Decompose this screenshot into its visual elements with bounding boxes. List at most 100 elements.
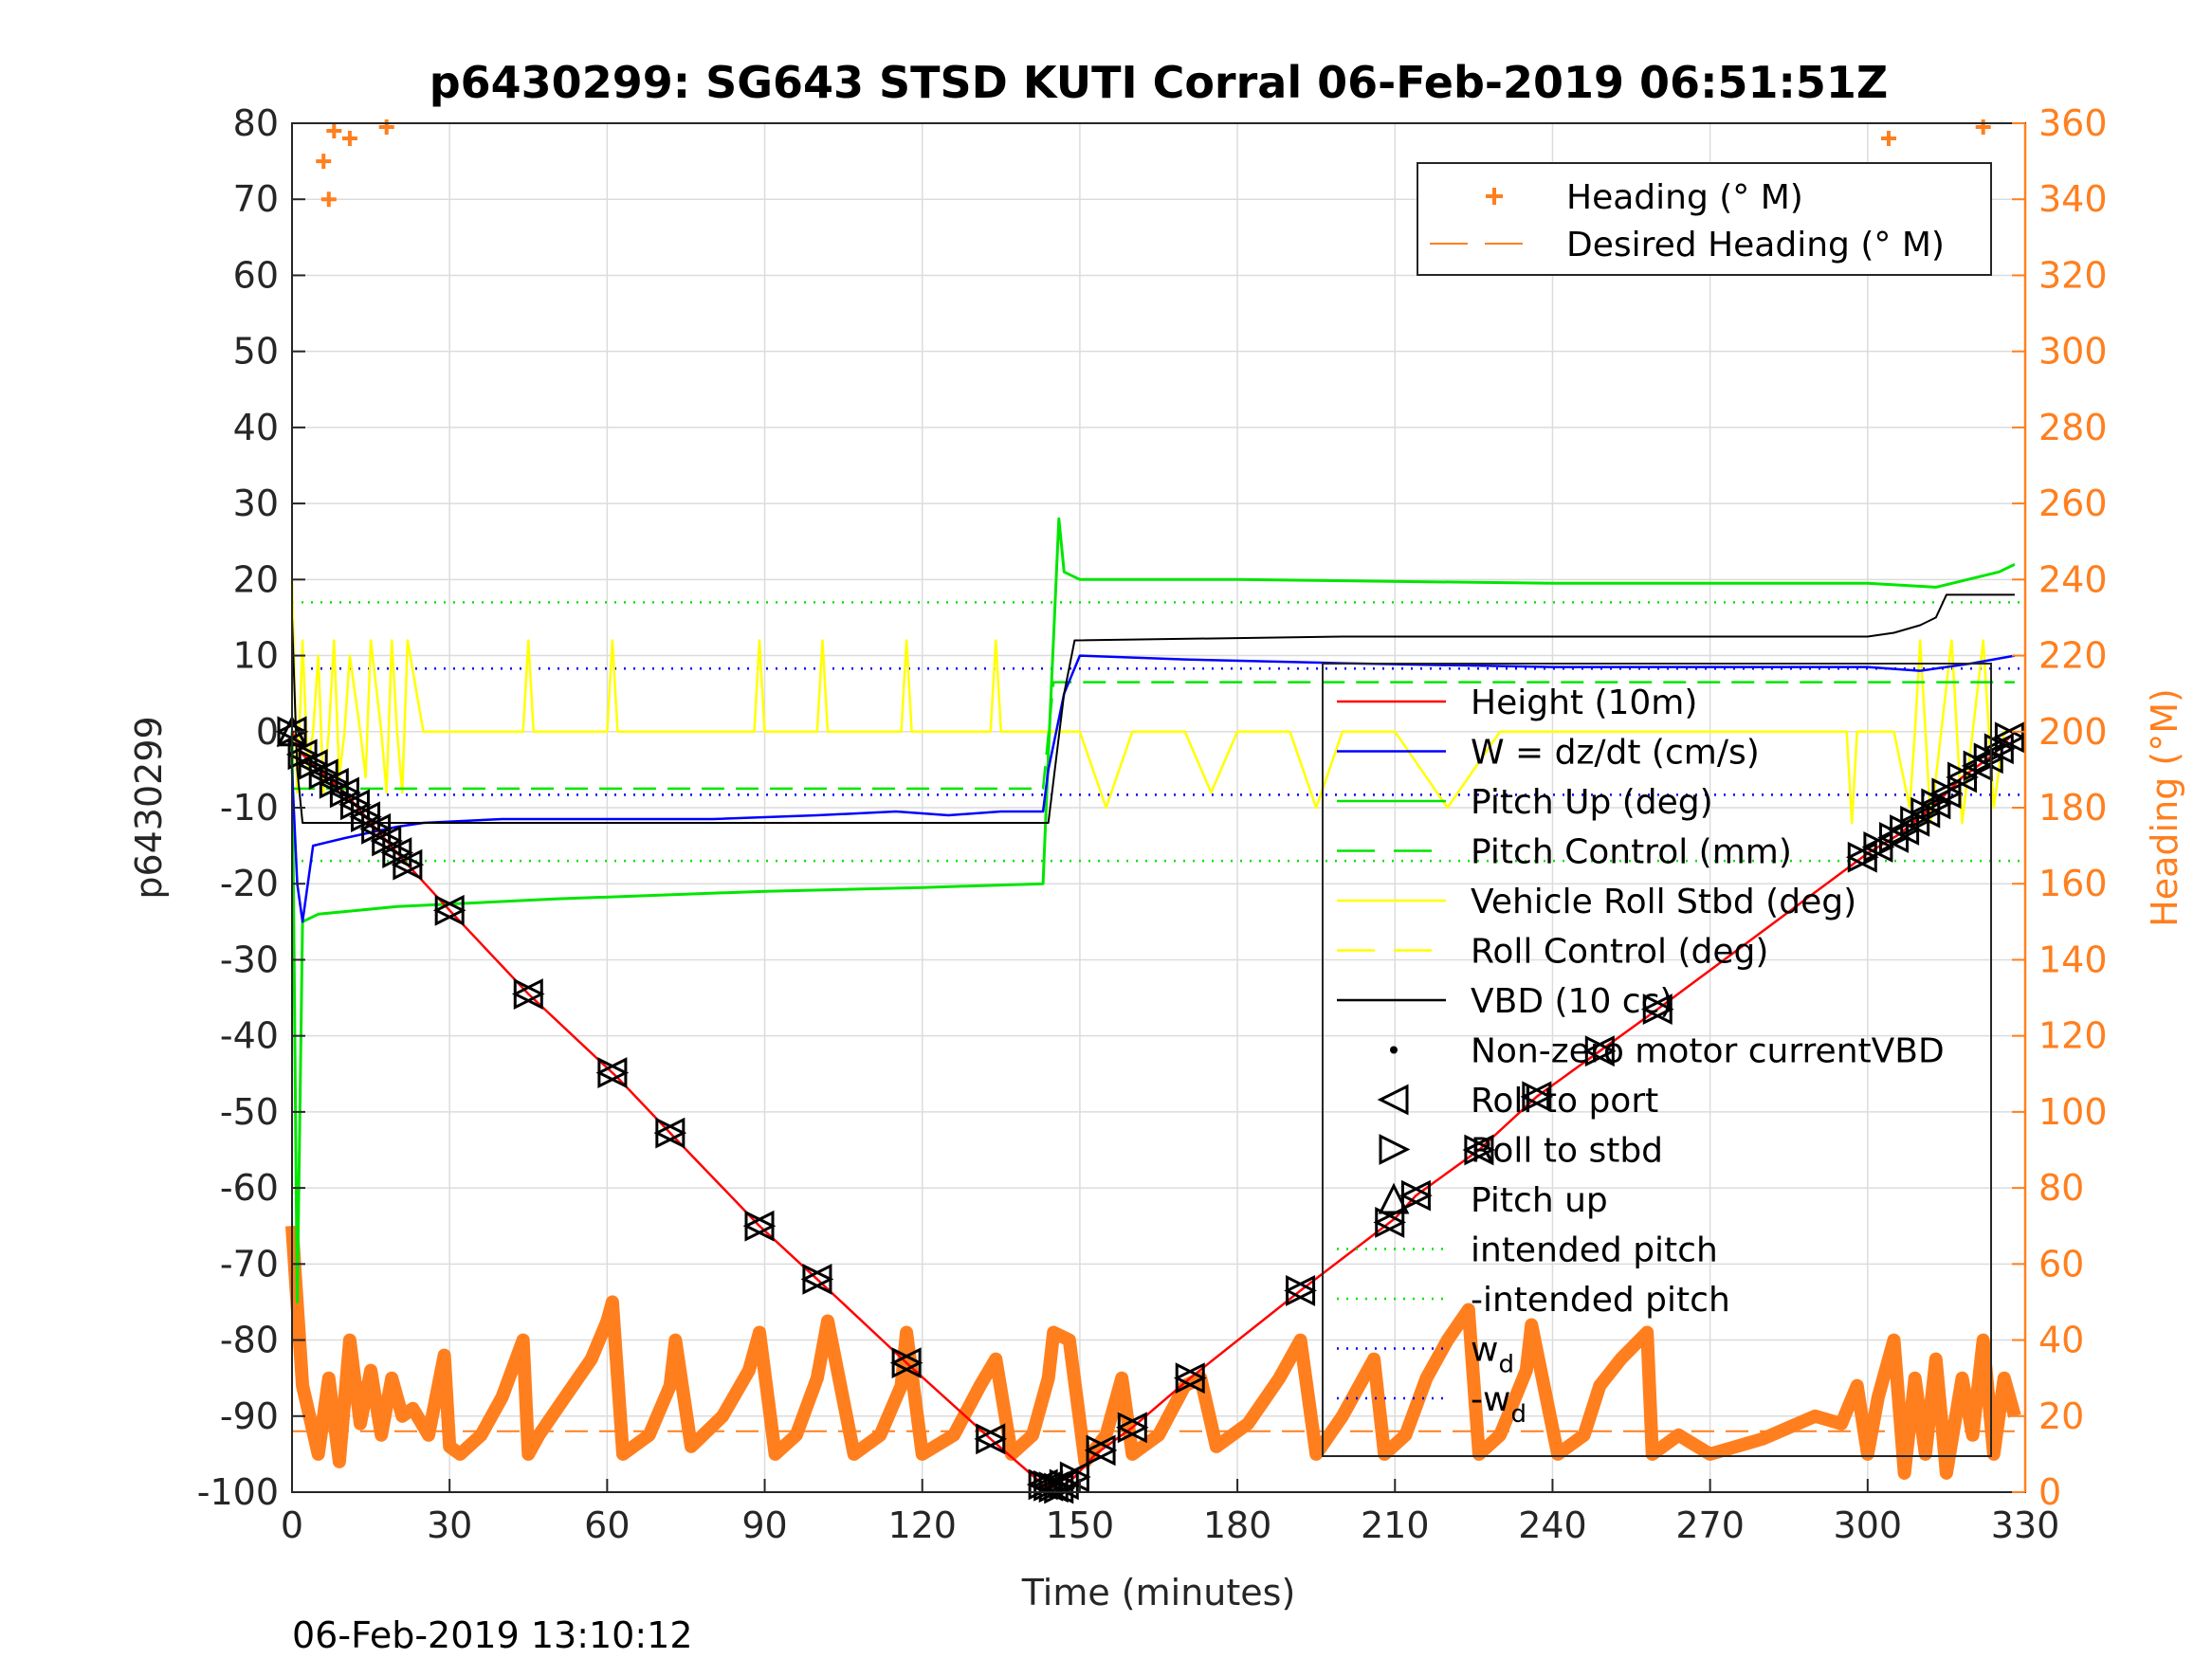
y-tick-label-right: 40 <box>2038 1320 2084 1361</box>
roll-to-stbd-marker <box>1584 1035 1617 1067</box>
y-tick-label-right: 260 <box>2038 483 2108 524</box>
legend-right-box <box>1417 162 1992 276</box>
y-tick-label-right: 120 <box>2038 1015 2108 1057</box>
y-tick-label-left: 0 <box>256 711 279 753</box>
x-tick-label: 150 <box>1046 1504 1115 1546</box>
y-tick-label-left: 80 <box>233 102 279 144</box>
roll-to-stbd-marker <box>298 749 330 780</box>
roll-to-stbd-marker <box>744 1210 777 1242</box>
y-tick-label-left: -90 <box>220 1395 279 1437</box>
legend-label: W = dz/dt (cm/s) <box>1471 734 1760 773</box>
legend-label: Pitch Up (deg) <box>1471 783 1713 822</box>
legend-right-axis: Heading (° M) Desired Heading (° M) <box>1417 162 1992 276</box>
x-axis-label: Time (minutes) <box>1021 1572 1296 1613</box>
roll-to-stbd-marker <box>393 848 425 881</box>
x-tick-label: 60 <box>584 1504 630 1546</box>
legend-symbol <box>1390 1046 1398 1054</box>
grid <box>291 122 2026 1493</box>
roll-to-stbd-marker <box>513 978 545 1010</box>
legend-label: Non-zero motor currentVBD <box>1471 1032 1945 1071</box>
y-tick-label-right: 340 <box>2038 178 2108 220</box>
y-tick-label-left: 30 <box>233 483 279 524</box>
roll-to-stbd-marker <box>372 825 404 857</box>
roll-to-stbd-marker <box>287 738 320 771</box>
roll-to-stbd-marker <box>361 812 393 845</box>
roll-to-stbd-marker <box>976 1423 1008 1455</box>
series-pitch-up <box>290 517 2016 1304</box>
roll-to-stbd-marker <box>1947 761 1979 793</box>
x-tick-label: 270 <box>1675 1504 1745 1546</box>
roll-to-stbd-marker <box>351 801 382 833</box>
series-heading <box>285 1225 2021 1480</box>
legend-label: -intended pitch <box>1471 1281 1730 1320</box>
legend-label: Height (10m) <box>1471 684 1697 722</box>
legend-label: Roll Control (deg) <box>1471 933 1768 972</box>
heading-point <box>316 154 332 170</box>
x-tick-label: 300 <box>1834 1504 1903 1546</box>
footer-timestamp: 06-Feb-2019 13:10:12 <box>292 1614 693 1656</box>
legend-heading-symbol <box>1486 188 1503 205</box>
chart-title: p6430299: SG643 STSD KUTI Corral 06-Feb-… <box>430 57 1889 108</box>
heading-point <box>1880 131 1896 147</box>
roll-to-stbd-marker <box>802 1263 834 1295</box>
x-tick-label: 180 <box>1203 1504 1272 1546</box>
roll-to-stbd-marker <box>1931 777 1964 810</box>
legend-heading-label: Heading (° M) <box>1566 178 1803 217</box>
legend-desired-heading-label: Desired Heading (° M) <box>1566 226 1945 264</box>
y-tick-label-left: 70 <box>233 178 279 220</box>
x-tick-label: 330 <box>1991 1504 2060 1546</box>
roll-to-stbd-marker <box>1642 994 1674 1026</box>
heading-point <box>378 119 394 136</box>
y-tick-label-right: 200 <box>2038 711 2108 753</box>
y-tick-label-right: 320 <box>2038 254 2108 296</box>
roll-to-stbd-marker <box>1994 721 2026 754</box>
y-tick-label-right: 220 <box>2038 635 2108 677</box>
roll-to-stbd-marker <box>1175 1362 1207 1395</box>
x-tick-label: 90 <box>741 1504 787 1546</box>
y-tick-label-right: 80 <box>2038 1167 2084 1209</box>
legend-label: VBD (10 cc) <box>1471 982 1673 1021</box>
y-tick-label-right: 100 <box>2038 1091 2108 1133</box>
y-tick-label-left: 10 <box>233 635 279 677</box>
y-axis-label-right: Heading (°M) <box>2144 688 2185 927</box>
roll-to-stbd-marker <box>329 776 361 809</box>
x-tick-label: 210 <box>1361 1504 1430 1546</box>
y-tick-label-left: 60 <box>233 254 279 296</box>
x-tick-label: 0 <box>281 1504 303 1546</box>
y-tick-label-right: 20 <box>2038 1395 2084 1437</box>
y-tick-label-right: 0 <box>2038 1471 2061 1513</box>
series-vbd <box>291 593 2015 824</box>
y-tick-label-right: 180 <box>2038 787 2108 829</box>
y-tick-label-right: 60 <box>2038 1243 2084 1285</box>
legend-label: Pitch up <box>1471 1181 1608 1220</box>
roll-to-stbd-marker <box>891 1347 923 1379</box>
legend-symbol <box>1377 1084 1409 1116</box>
heading-point <box>326 123 342 139</box>
roll-to-stbd-marker <box>655 1117 687 1149</box>
y-tick-label-left: -80 <box>220 1320 279 1361</box>
y-tick-label-left: -70 <box>220 1243 279 1285</box>
roll-to-stbd-marker <box>1286 1274 1317 1306</box>
heading-point <box>1975 119 1991 136</box>
legend-symbol <box>1378 1182 1410 1214</box>
roll-to-stbd-marker <box>1847 841 1879 873</box>
roll-to-stbd-marker <box>1983 733 2016 765</box>
y-tick-label-left: 20 <box>233 558 279 600</box>
roll-to-stbd-marker <box>1464 1134 1496 1166</box>
roll-to-stbd-marker <box>1863 831 1895 863</box>
y-tick-label-right: 140 <box>2038 939 2108 980</box>
x-tick-label: 240 <box>1518 1504 1587 1546</box>
x-tick-label: 120 <box>887 1504 957 1546</box>
roll-to-stbd-marker <box>1522 1081 1554 1113</box>
roll-to-stbd-marker <box>382 837 414 868</box>
y-tick-label-left: 40 <box>233 407 279 448</box>
y-tick-label-left: -10 <box>220 787 279 829</box>
axes: 0 30 60 90 120 150 180 210 240 270 300 330807060504… <box>197 102 2108 1546</box>
x-tick-label: 30 <box>427 1504 472 1546</box>
legend-main: Height (10m) W = dz/dt (cm/s) Pitch Up (de… <box>1322 663 1992 1457</box>
heading-point <box>341 131 357 147</box>
legend-label: Pitch Control (mm) <box>1471 833 1792 872</box>
y-tick-label-left: -50 <box>220 1091 279 1133</box>
roll-to-stbd-marker <box>1117 1412 1149 1444</box>
y-tick-label-right: 160 <box>2038 863 2108 904</box>
